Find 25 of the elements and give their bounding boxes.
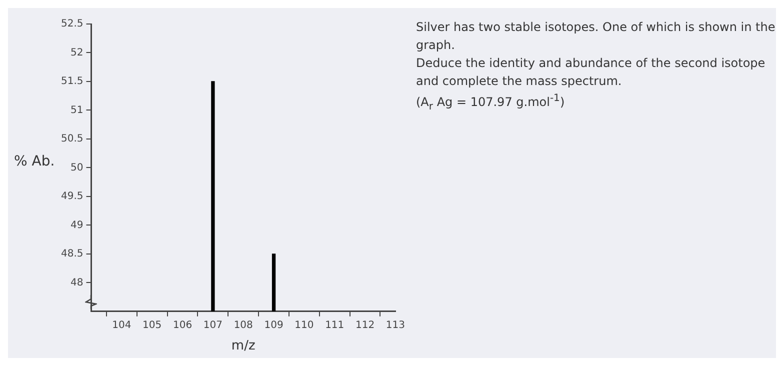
x-tick-label: 104 (112, 320, 132, 331)
y-tick-label: 51.5 (61, 76, 84, 88)
y-tick-label: 52 (70, 47, 84, 58)
y-tick-label: 51 (70, 104, 84, 116)
x-tick-label: 113 (386, 320, 406, 331)
x-tick-label: 111 (325, 320, 344, 331)
y-tick-label: 48 (70, 277, 84, 288)
x-tick-label: 109 (264, 320, 284, 331)
x-tick-label: 110 (294, 320, 314, 331)
text: Silver has two stable isotopes. One of which is shown in the graph. (416, 19, 776, 54)
y-tick-label: 50 (70, 162, 84, 174)
y-axis-title: % Ab. (14, 153, 55, 170)
x-tick-label: 106 (172, 320, 192, 331)
x-tick-label: 112 (355, 320, 375, 331)
text: (A$_{r}$ Ag = 107.97 g.mol$^{-1}$) (416, 92, 566, 114)
y-tick-label: 48.5 (61, 248, 84, 260)
y-tick-label: 52.5 (61, 18, 84, 30)
y-tick-label: 49.5 (61, 191, 84, 202)
y-tick-label: 49 (70, 220, 84, 231)
x-tick-label: 107 (203, 320, 222, 331)
x-tick-label: 108 (234, 320, 253, 331)
text: Deduce the identity and abundance of the second isotope and complete the mass spectrum. (416, 55, 766, 90)
y-tick-label: 50.5 (61, 134, 84, 145)
x-tick-label: 105 (142, 320, 162, 331)
x-axis-title: m/z (231, 338, 256, 354)
